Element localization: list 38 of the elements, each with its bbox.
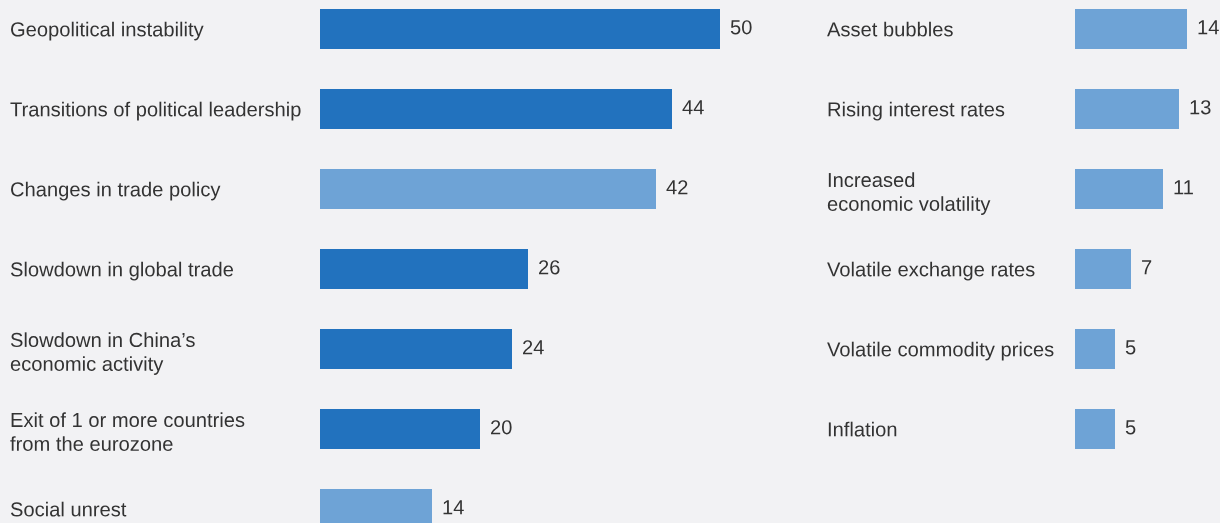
y-tick-label: Transitions of political leadership: [10, 101, 301, 121]
bar: [320, 409, 480, 449]
y-tick-label: Slowdown in China’s economic activity: [10, 332, 195, 375]
y-tick-label: Social unrest: [10, 501, 127, 517]
bar: [1075, 9, 1187, 49]
bar: [1075, 409, 1115, 449]
bar: [1075, 89, 1179, 129]
y-tick-label: Rising interest rates: [828, 101, 1005, 121]
data-label: 24: [523, 340, 544, 355]
data-label: 11: [1174, 180, 1193, 195]
data-label: 13: [1190, 100, 1211, 115]
data-label: 44: [682, 100, 704, 115]
data-label: 26: [539, 260, 560, 275]
y-tick-label: Exit of 1 or more countries from the eurozone: [10, 412, 245, 451]
y-tick-label: Increased economic volatility: [827, 172, 991, 215]
y-tick-label: Geopolitical instability: [11, 21, 204, 41]
data-label: 14: [443, 500, 464, 515]
bar: [320, 329, 512, 369]
data-label: 42: [666, 180, 688, 195]
bar: [1075, 329, 1115, 369]
bar: [320, 169, 656, 209]
y-tick-label: Asset bubbles: [827, 21, 953, 37]
y-tick-label: Volatile exchange rates: [827, 261, 1035, 281]
data-label: 14: [1198, 20, 1219, 35]
data-label: 20: [491, 420, 512, 435]
y-tick-label: Volatile commodity prices: [827, 341, 1054, 361]
data-label: 7: [1142, 260, 1152, 275]
data-label: 5: [1125, 340, 1136, 355]
bar: [320, 249, 528, 289]
data-label: 5: [1125, 420, 1136, 435]
y-tick-label: Changes in trade policy: [11, 181, 221, 201]
y-tick-label: Slowdown in global trade: [10, 261, 234, 281]
bar: [1075, 249, 1131, 289]
bar: [320, 9, 720, 49]
bar: [1075, 169, 1163, 209]
y-tick-label: Inflation: [828, 421, 897, 437]
data-label: 50: [730, 20, 752, 35]
bar: [320, 89, 672, 129]
